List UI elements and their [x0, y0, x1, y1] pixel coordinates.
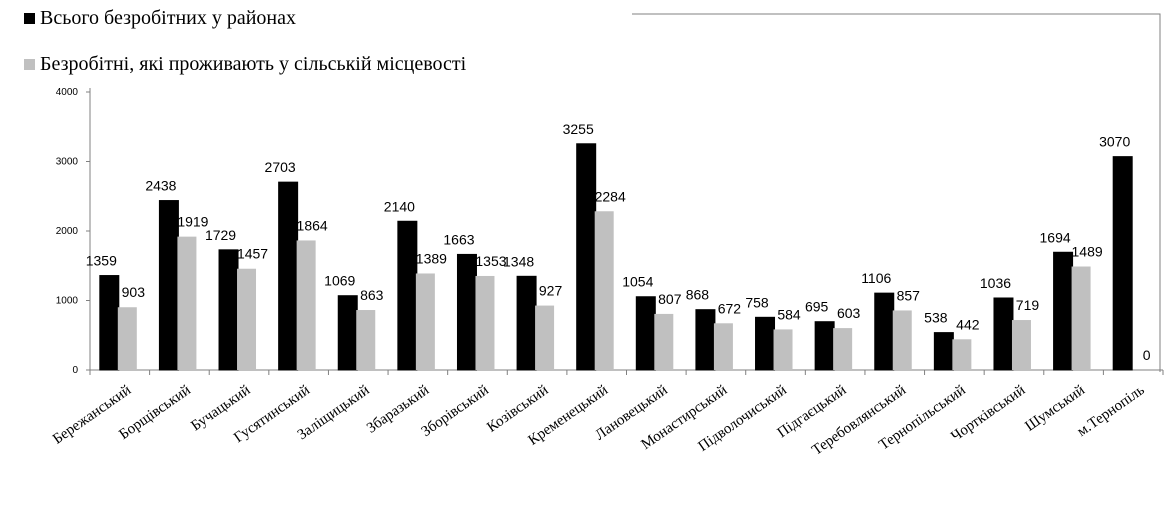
legend-label: Безробітні, які проживають у сільській м…	[40, 53, 467, 75]
bar	[158, 200, 179, 371]
bar	[874, 292, 895, 371]
value-label: 1359	[86, 253, 117, 269]
bar	[415, 273, 435, 370]
bar	[654, 313, 674, 370]
x-tick-label: Зборівський	[419, 382, 492, 440]
value-label: 603	[837, 305, 861, 321]
frame	[632, 13, 1161, 372]
bar	[1011, 320, 1031, 370]
value-label: 538	[924, 310, 948, 326]
value-label: 927	[539, 283, 563, 299]
bar	[773, 329, 793, 370]
y-tick-label: 0	[72, 365, 78, 376]
value-label: 0	[1143, 347, 1151, 363]
value-label: 719	[1016, 297, 1040, 313]
bar	[952, 339, 972, 370]
value-label: 584	[777, 306, 801, 322]
y-tick-label: 2000	[56, 226, 79, 237]
value-label: 1353	[475, 253, 506, 269]
bar	[117, 307, 137, 370]
y-tick-label: 1000	[56, 296, 79, 307]
value-label: 1663	[443, 231, 474, 247]
bar	[296, 240, 316, 370]
x-tick-label: м.Тернопіль	[1074, 382, 1147, 440]
value-label: 1054	[622, 274, 653, 290]
value-label: 3255	[563, 121, 594, 137]
bar	[475, 275, 495, 370]
legend-swatch	[24, 13, 35, 24]
value-label: 1348	[503, 253, 534, 269]
bar	[356, 310, 376, 370]
value-label: 1694	[1040, 229, 1071, 245]
bar	[1053, 251, 1074, 371]
bar	[933, 332, 954, 371]
value-label: 863	[360, 287, 384, 303]
bar	[278, 181, 299, 371]
y-tick-label: 4000	[56, 87, 79, 98]
bar	[1071, 266, 1091, 370]
bar	[177, 236, 197, 370]
bar	[576, 143, 597, 371]
bar	[516, 275, 537, 371]
bar	[218, 249, 239, 371]
value-label: 1069	[324, 273, 355, 289]
bar	[755, 316, 776, 371]
bar	[237, 268, 257, 370]
value-label: 2703	[265, 159, 296, 175]
value-label: 1106	[861, 270, 891, 286]
value-label: 2284	[595, 188, 626, 204]
value-label: 1729	[205, 227, 236, 243]
value-label: 758	[745, 294, 769, 310]
value-label: 868	[686, 287, 710, 303]
value-label: 807	[658, 291, 682, 307]
bar	[814, 321, 835, 371]
value-label: 1489	[1072, 244, 1103, 260]
value-label: 695	[805, 299, 829, 315]
bar	[535, 305, 555, 370]
bar	[993, 297, 1014, 371]
value-label: 2140	[384, 198, 415, 214]
bar	[695, 309, 716, 371]
legend-label: Всього безробітних у районах	[40, 7, 296, 29]
value-label: 3070	[1099, 134, 1130, 150]
value-label: 903	[122, 284, 146, 300]
bar	[99, 275, 120, 371]
bar	[1112, 156, 1133, 371]
bar	[337, 295, 358, 371]
bar	[397, 220, 418, 371]
bar	[594, 211, 614, 370]
legend-swatch	[24, 59, 35, 70]
value-label: 857	[897, 287, 921, 303]
y-tick-label: 3000	[56, 157, 79, 168]
bar	[833, 328, 853, 370]
value-label: 2438	[145, 178, 176, 194]
bar	[713, 323, 733, 370]
value-label: 672	[718, 300, 742, 316]
value-label: 1864	[297, 217, 328, 233]
value-label: 1457	[237, 246, 268, 262]
value-label: 442	[956, 316, 980, 332]
value-label: 1036	[980, 275, 1011, 291]
value-label: 1389	[416, 250, 447, 266]
bar	[635, 296, 656, 371]
bar	[456, 253, 477, 371]
bar	[892, 310, 912, 370]
value-label: 1919	[177, 214, 208, 230]
